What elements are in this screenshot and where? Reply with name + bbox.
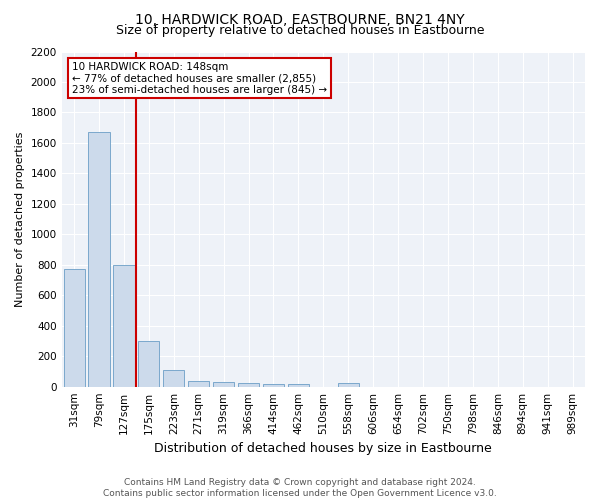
Bar <box>338 383 359 386</box>
X-axis label: Distribution of detached houses by size in Eastbourne: Distribution of detached houses by size … <box>154 442 492 455</box>
Text: Contains HM Land Registry data © Crown copyright and database right 2024.
Contai: Contains HM Land Registry data © Crown c… <box>103 478 497 498</box>
Text: Size of property relative to detached houses in Eastbourne: Size of property relative to detached ho… <box>116 24 484 37</box>
Bar <box>163 370 184 386</box>
Bar <box>113 265 134 386</box>
Bar <box>88 132 110 386</box>
Y-axis label: Number of detached properties: Number of detached properties <box>15 132 25 307</box>
Bar <box>238 384 259 386</box>
Bar <box>188 380 209 386</box>
Bar <box>64 270 85 386</box>
Bar <box>263 384 284 386</box>
Text: 10 HARDWICK ROAD: 148sqm
← 77% of detached houses are smaller (2,855)
23% of sem: 10 HARDWICK ROAD: 148sqm ← 77% of detach… <box>72 62 327 95</box>
Bar <box>213 382 234 386</box>
Bar <box>138 341 160 386</box>
Text: 10, HARDWICK ROAD, EASTBOURNE, BN21 4NY: 10, HARDWICK ROAD, EASTBOURNE, BN21 4NY <box>135 12 465 26</box>
Bar <box>288 384 309 386</box>
